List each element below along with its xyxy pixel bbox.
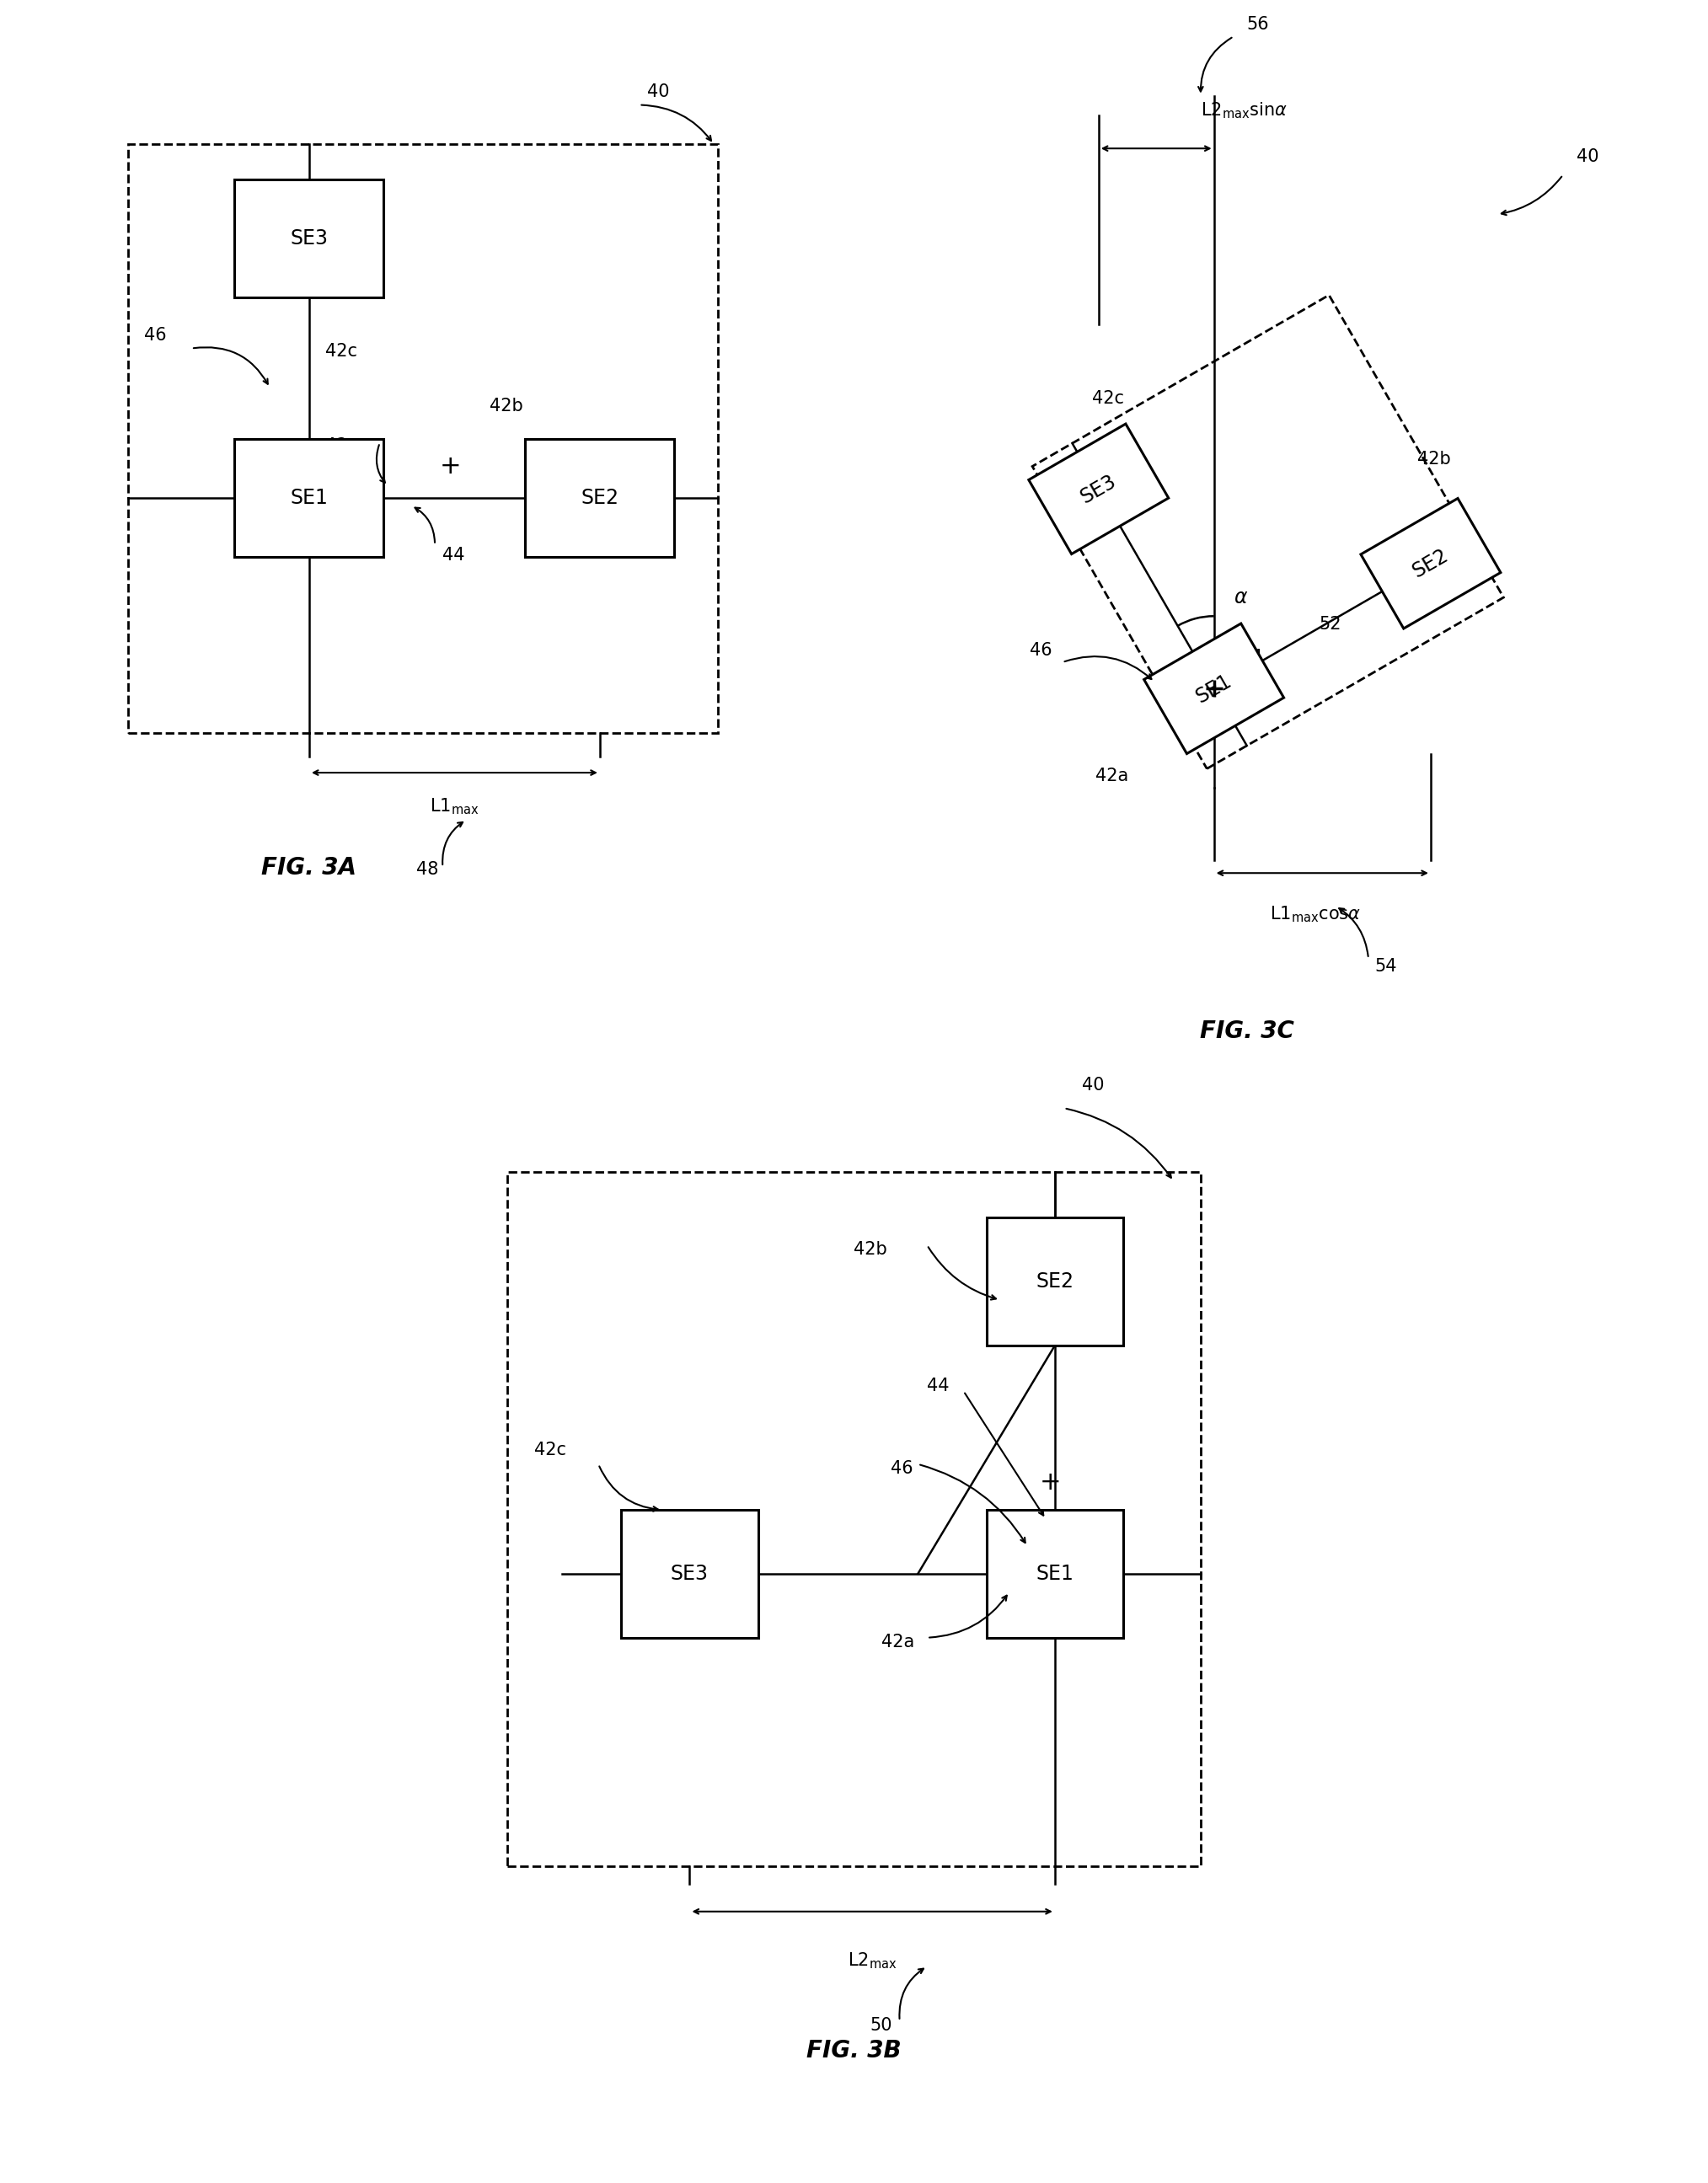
Text: 44: 44 [1240, 648, 1262, 666]
Text: SE2: SE2 [581, 487, 618, 509]
Text: 42c: 42c [1091, 391, 1124, 406]
Text: 56: 56 [1247, 17, 1269, 33]
Text: 42b: 42b [490, 397, 523, 415]
Bar [987, 1218, 1124, 1345]
Text: 50: 50 [869, 2017, 893, 2035]
Text: 42c: 42c [325, 343, 357, 360]
Bar [526, 439, 675, 557]
Bar [234, 439, 384, 557]
Bar [507, 1172, 1201, 1866]
Bar [622, 1511, 758, 1637]
Text: 46: 46 [890, 1460, 914, 1476]
Text: 46: 46 [143, 327, 167, 345]
Text: SE2: SE2 [1409, 546, 1452, 581]
Text: +: + [439, 454, 461, 478]
Text: FIG. 3C: FIG. 3C [1199, 1019, 1295, 1043]
Text: L2$_{\mathregular{max}}$sin$\alpha$: L2$_{\mathregular{max}}$sin$\alpha$ [1201, 100, 1288, 120]
Text: +: + [1040, 1469, 1061, 1495]
Polygon shape [1361, 498, 1501, 629]
Text: SE2: SE2 [1035, 1271, 1074, 1292]
Text: L1$_{\mathregular{max}}$cos$\alpha$: L1$_{\mathregular{max}}$cos$\alpha$ [1269, 904, 1361, 923]
Text: L1$_{\mathregular{max}}$: L1$_{\mathregular{max}}$ [430, 797, 480, 816]
Text: L2$_{\mathregular{max}}$: L2$_{\mathregular{max}}$ [847, 1952, 897, 1971]
Polygon shape [1028, 424, 1168, 554]
Text: 40: 40 [647, 83, 670, 100]
Text: 42a: 42a [325, 437, 359, 454]
Text: 54: 54 [1375, 958, 1397, 976]
Text: SE3: SE3 [290, 229, 328, 249]
Text: 42b: 42b [854, 1240, 888, 1257]
Text: SE3: SE3 [1078, 472, 1120, 506]
Text: 40: 40 [1576, 148, 1599, 166]
Text: 42c: 42c [535, 1441, 567, 1458]
Polygon shape [1144, 624, 1284, 753]
Text: 48: 48 [415, 862, 439, 878]
Text: SE1: SE1 [290, 487, 328, 509]
Text: 44: 44 [442, 548, 465, 563]
Text: SE3: SE3 [671, 1563, 709, 1585]
Text: SE1: SE1 [1037, 1563, 1074, 1585]
Text: 44: 44 [927, 1377, 950, 1395]
Text: 42a: 42a [881, 1633, 914, 1650]
Bar [234, 179, 384, 297]
Text: 42b: 42b [1418, 452, 1452, 467]
Bar [987, 1511, 1124, 1637]
Text: 46: 46 [1030, 642, 1052, 659]
Text: FIG. 3A: FIG. 3A [261, 856, 357, 880]
Bar [128, 144, 717, 733]
Text: 52: 52 [1319, 616, 1342, 633]
Text: SE1: SE1 [1192, 670, 1235, 707]
Text: $\alpha$: $\alpha$ [1233, 587, 1249, 607]
Text: 42a: 42a [1095, 768, 1129, 784]
Text: FIG. 3B: FIG. 3B [806, 2039, 902, 2063]
Text: 40: 40 [1083, 1076, 1105, 1094]
